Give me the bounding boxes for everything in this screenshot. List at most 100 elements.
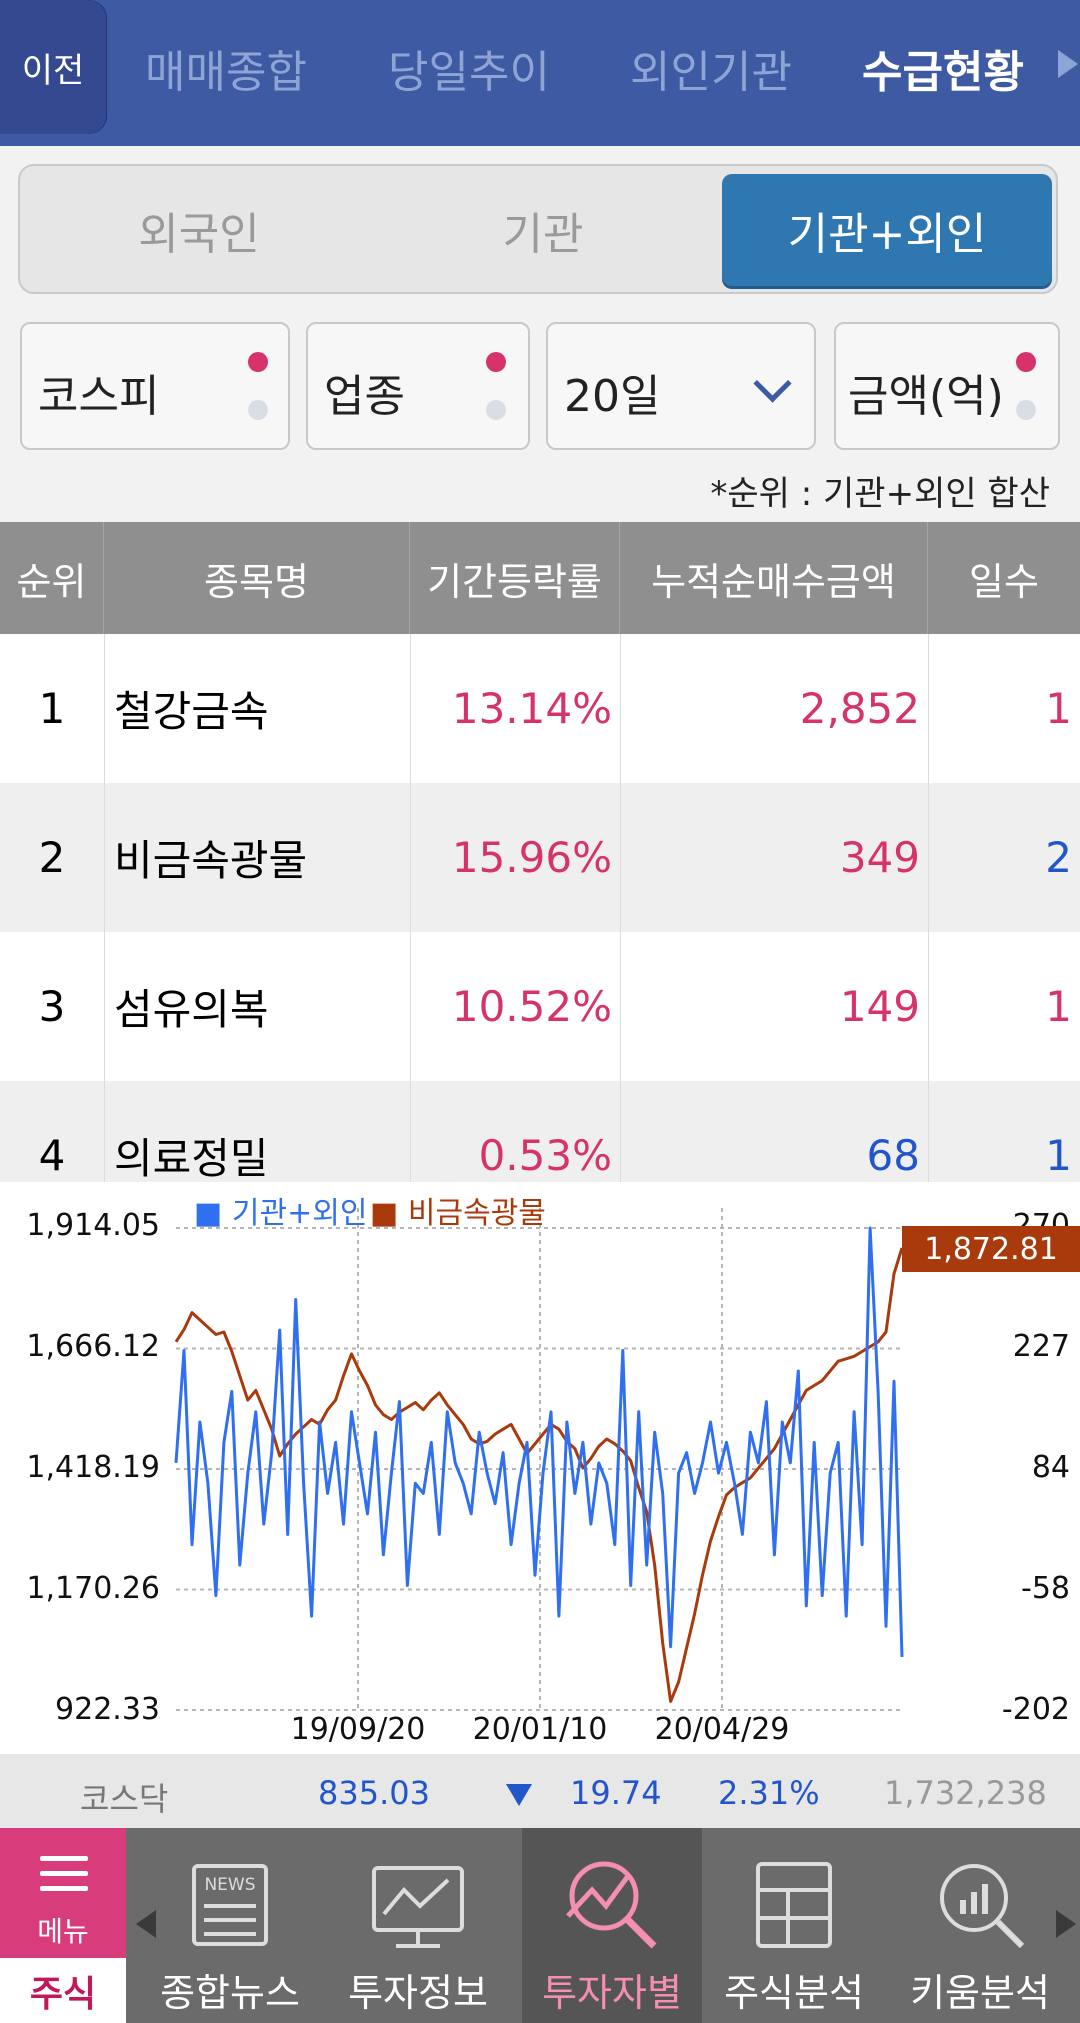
name-cell: 의료정밀 (114, 1134, 269, 1182)
days-cell: 1 (1045, 684, 1072, 733)
magnifier-chart-icon (566, 1861, 657, 1949)
y-left-tick: 1,666.12 (26, 1329, 160, 1364)
segment-institution[interactable]: 기관 (502, 209, 584, 260)
news-icon: NEWS (192, 1864, 268, 1946)
name-cell: 섬유의복 (114, 985, 269, 1034)
segment-institution-foreigner[interactable]: 기관+외인 (722, 174, 1052, 286)
amount-cell: 68 (866, 1131, 920, 1180)
rank-cell: 1 (38, 684, 66, 733)
days-cell: 1 (1045, 982, 1072, 1031)
legend-price-label: 비금속광물 (407, 1196, 546, 1231)
unselected-dot-icon (1016, 400, 1036, 420)
unselected-dot-icon (248, 400, 268, 420)
tab-foreign-institution[interactable]: 외인기관 (630, 47, 792, 98)
unit-filter-label: 금액(억) (848, 371, 1004, 422)
nav-invest-info[interactable]: 투자정보 (328, 1828, 508, 2023)
ticker-rate: 2.31% (718, 1774, 820, 1812)
nav-by-investor[interactable]: 투자자별 (522, 1828, 702, 2023)
monitor-chart-icon (372, 1866, 464, 1948)
table-row[interactable]: 2 비금속광물 15.96% 349 2 (0, 783, 1080, 932)
change-cell: 0.53% (478, 1131, 612, 1180)
unit-filter[interactable]: 금액(억) (834, 322, 1060, 450)
ranking-note: *순위 : 기관+외인 합산 (710, 474, 1050, 514)
chevron-down-icon (753, 364, 792, 403)
nav-stock-analysis[interactable]: 주식분석 (704, 1828, 884, 2023)
header-amount[interactable]: 누적순매수금액 (620, 522, 928, 634)
header-rank[interactable]: 순위 (0, 522, 104, 634)
market-filter[interactable]: 코스피 (20, 322, 290, 450)
amount-cell: 2,852 (799, 684, 920, 733)
nav-scroll-right-icon[interactable] (1056, 1910, 1076, 1938)
menu-label: 메뉴 (37, 1915, 89, 1948)
rank-cell: 2 (38, 833, 66, 882)
tab-supply-demand[interactable]: 수급현황 (862, 47, 1024, 98)
current-section-label[interactable]: 주식 (0, 1958, 126, 2023)
ticker-change: 19.74 (570, 1774, 662, 1812)
segment-foreigner[interactable]: 외국인 (138, 209, 260, 260)
header-name[interactable]: 종목명 (104, 522, 410, 634)
tab-scroll-right-icon[interactable] (1058, 50, 1078, 78)
nav-by-investor-label: 투자자별 (542, 1971, 682, 2015)
table-row[interactable]: 4 의료정밀 0.53% 68 1 (0, 1081, 1080, 1182)
grid-table-icon (756, 1862, 832, 1948)
y-right-tick: -58 (1021, 1571, 1070, 1606)
x-tick: 19/09/20 (290, 1712, 426, 1747)
table-header: 순위 종목명 기간등락률 누적순매수금액 일수 (0, 522, 1080, 634)
name-cell: 비금속광물 (114, 836, 308, 885)
header-days[interactable]: 일수 (969, 559, 1039, 604)
analysis-magnifier-icon (940, 1864, 1025, 1949)
rank-cell: 3 (38, 982, 66, 1031)
name-cell: 철강금속 (114, 687, 269, 736)
legend-price: ■ 비금속광물 (370, 1196, 546, 1231)
y-right-tick: -202 (1001, 1692, 1070, 1727)
y-right-tick: 84 (1031, 1450, 1070, 1485)
nav-scroll-left-icon[interactable] (136, 1910, 156, 1938)
nav-kiwoom-analysis[interactable]: 키움분석 (890, 1828, 1070, 2023)
category-filter-label: 업종 (324, 371, 405, 422)
rank-cell: 4 (38, 1131, 66, 1180)
selected-dot-icon (486, 352, 506, 372)
tab-daily-trend[interactable]: 당일추이 (388, 47, 550, 98)
trend-chart[interactable]: ■ 기관+외인 ■ 비금속광물 1,914.05 1,666.12 1,418.… (0, 1182, 1080, 1754)
market-filter-label: 코스피 (38, 371, 160, 422)
back-button[interactable]: 이전 (0, 0, 106, 134)
legend-net-buy-label: 기관+외인 (231, 1196, 368, 1231)
amount-cell: 149 (839, 982, 920, 1031)
nav-stock-analysis-label: 주식분석 (724, 1971, 864, 2015)
period-dropdown-label: 20일 (564, 371, 661, 422)
ticker-volume: 1,732,238 (884, 1774, 1047, 1812)
chart-plot (174, 1208, 904, 1711)
period-dropdown[interactable]: 20일 (546, 322, 816, 450)
ticker-name: 코스닥 (80, 1780, 169, 1818)
nav-news-label: 종합뉴스 (160, 1971, 300, 2015)
amount-cell: 349 (839, 833, 920, 882)
news-icon-text: NEWS (204, 1875, 255, 1895)
change-cell: 10.52% (451, 982, 612, 1031)
menu-icon (40, 1856, 88, 1892)
header-change[interactable]: 기간등락률 (410, 522, 620, 634)
x-tick: 20/04/29 (654, 1712, 790, 1747)
selected-dot-icon (248, 352, 268, 372)
market-ticker[interactable]: 코스닥 835.03 19.74 2.31% 1,732,238 (0, 1754, 1080, 1828)
category-filter[interactable]: 업종 (306, 322, 530, 450)
legend-net-buy: ■ 기관+외인 (194, 1196, 368, 1231)
table-row[interactable]: 1 철강금속 13.14% 2,852 1 (0, 634, 1080, 783)
y-left-tick: 1,914.05 (26, 1208, 160, 1243)
change-cell: 15.96% (451, 833, 612, 882)
y-left-tick: 922.33 (55, 1692, 160, 1727)
change-cell: 13.14% (451, 684, 612, 733)
down-arrow-icon (506, 1784, 532, 1806)
nav-kiwoom-analysis-label: 키움분석 (910, 1971, 1050, 2015)
days-cell: 2 (1045, 833, 1072, 882)
last-value-tag: 1,872.81 (902, 1226, 1080, 1272)
unselected-dot-icon (486, 400, 506, 420)
menu-button[interactable]: 메뉴 (0, 1828, 126, 1958)
bottom-nav: 메뉴 주식 NEWS 종합뉴스 투자정보 투자자별 (0, 1828, 1080, 2023)
nav-news[interactable]: NEWS 종합뉴스 (140, 1828, 320, 2023)
tab-trade-summary[interactable]: 매매종합 (145, 47, 307, 98)
table-row[interactable]: 3 섬유의복 10.52% 149 1 (0, 932, 1080, 1081)
nav-invest-info-label: 투자정보 (348, 1971, 488, 2015)
y-right-tick: 227 (1012, 1329, 1070, 1364)
top-nav: 이전 매매종합 당일추이 외인기관 수급현황 (0, 0, 1080, 146)
selected-dot-icon (1016, 352, 1036, 372)
